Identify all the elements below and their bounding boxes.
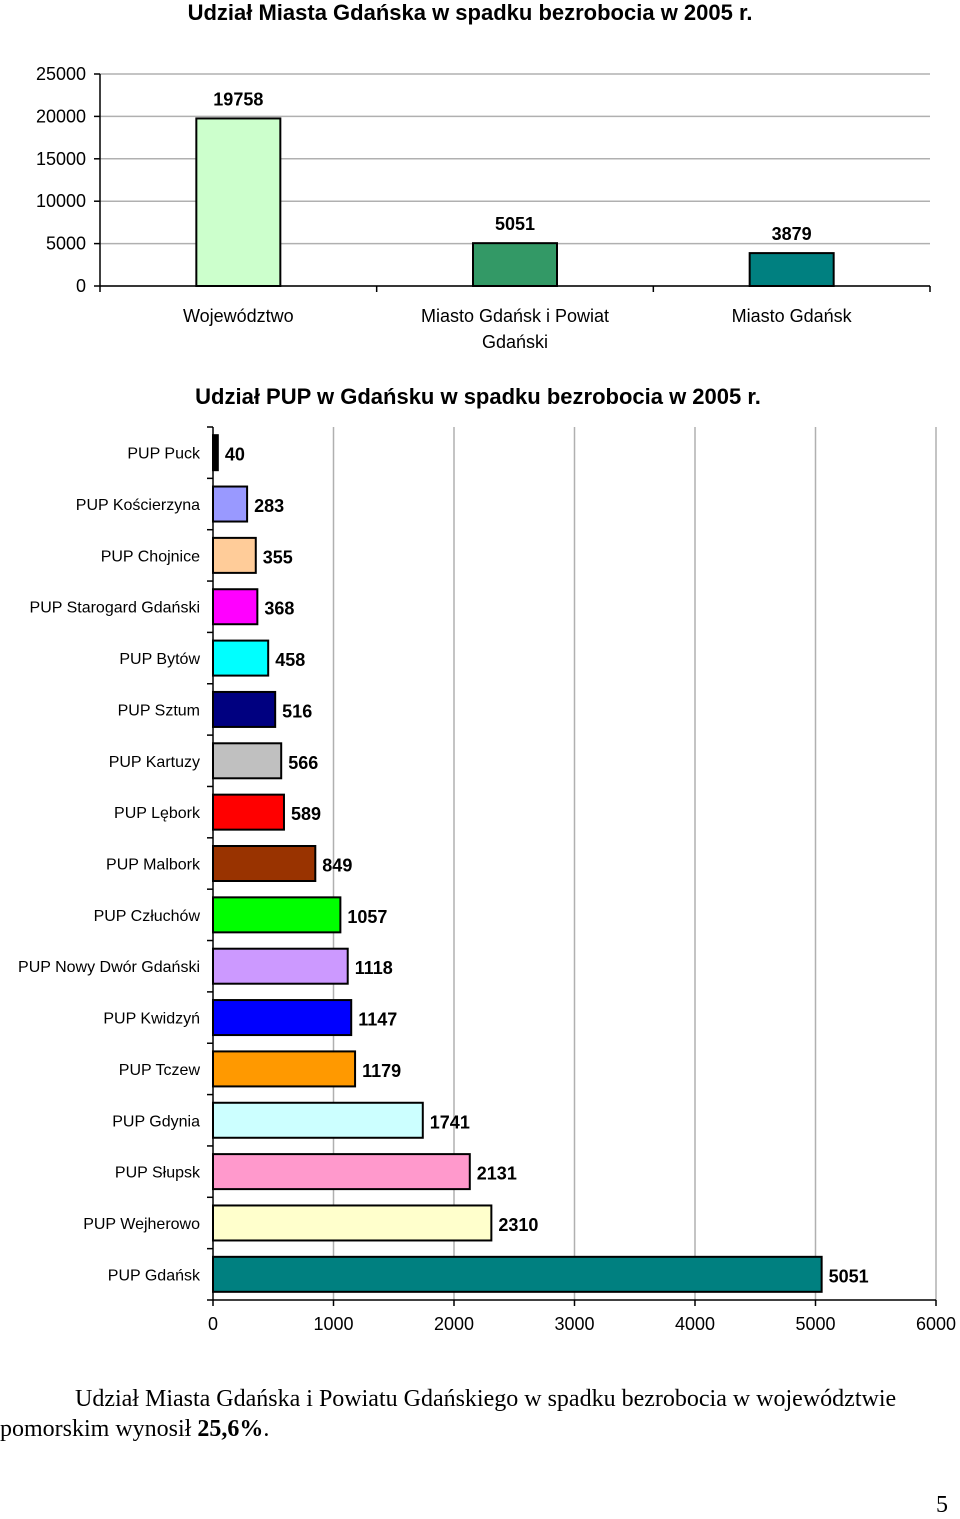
chart2-xtick-label-3: 3000: [554, 1314, 594, 1334]
chart2-category-label-3: PUP Starogard Gdański: [30, 600, 200, 617]
chart1-category-label-1-line-0: Miasto Gdańsk i Powiat: [421, 306, 609, 326]
chart2-bar-1: [212, 485, 249, 523]
unemployment-share-chart: Udział Miasta Gdańska w spadku bezroboci…: [36, 0, 931, 352]
chart2-category-label-6: PUP Kartuzy: [109, 754, 200, 771]
chart2-bar-11: [212, 999, 353, 1037]
chart1-ytick-label-5: 25000: [36, 64, 86, 84]
chart2-bar-15: [212, 1204, 493, 1242]
chart2-data-label-15: 2310: [498, 1215, 538, 1235]
chart2-bar-9: [212, 896, 342, 934]
chart2-bar-12: [212, 1050, 357, 1088]
chart1-category-label-0: Województwo: [183, 306, 294, 326]
summary-percent: 25,6%: [197, 1416, 264, 1442]
chart2-bar-2: [212, 536, 257, 574]
chart2-data-label-13: 1741: [430, 1112, 470, 1132]
chart2-category-label-15: PUP Wejherowo: [83, 1216, 200, 1233]
chart2-xtick-label-2: 2000: [434, 1314, 474, 1334]
chart2-category-label-14: PUP Słupsk: [115, 1165, 201, 1182]
chart2-data-label-12: 1179: [362, 1061, 401, 1081]
chart1-title: Udział Miasta Gdańska w spadku bezroboci…: [188, 0, 753, 25]
chart2-data-label-5: 516: [282, 701, 312, 721]
chart2-category-label-12: PUP Tczew: [119, 1062, 201, 1079]
chart2-bar-8: [212, 845, 317, 882]
chart1-bar-0: [195, 117, 282, 287]
chart2-bar-10: [212, 947, 349, 985]
chart2-xtick-label-6: 6000: [916, 1314, 956, 1334]
chart2-category-label-5: PUP Sztum: [118, 702, 200, 719]
chart2-data-label-16: 5051: [829, 1266, 869, 1286]
chart2-data-label-7: 589: [291, 804, 321, 824]
chart1-data-label-1: 5051: [495, 214, 535, 234]
chart2-category-label-7: PUP Lębork: [114, 805, 201, 822]
chart2-data-label-1: 283: [254, 496, 284, 516]
chart2-category-label-8: PUP Malbork: [106, 857, 201, 874]
chart2-category-label-4: PUP Bytów: [119, 651, 200, 668]
chart1-ytick-label-3: 15000: [36, 149, 86, 169]
chart2-data-label-8: 849: [322, 856, 352, 876]
summary-text: Udział Miasta Gdańska i Powiatu Gdańskie…: [0, 1386, 897, 1442]
chart1-bar-1: [472, 242, 558, 288]
chart2-bar-14: [212, 1153, 471, 1191]
chart1-data-label-2: 3879: [772, 224, 812, 244]
chart1-category-label-1-line-1: Gdański: [482, 332, 548, 352]
chart2-data-label-3: 368: [264, 599, 294, 619]
chart2-bar-13: [212, 1101, 424, 1139]
chart2-xtick-label-4: 4000: [675, 1314, 715, 1334]
chart2-bar-7: [212, 793, 285, 831]
chart2-data-label-0: 40: [225, 445, 245, 465]
chart2-xtick-label-0: 0: [208, 1314, 218, 1334]
chart1-ytick-label-0: 0: [76, 276, 86, 296]
chart2-category-label-0: PUP Puck: [127, 446, 201, 463]
chart1-ytick-label-4: 20000: [36, 106, 86, 126]
summary-paragraph: Udział Miasta Gdańska i Powiatu Gdańskie…: [0, 1384, 960, 1444]
chart1-bar-2: [748, 252, 835, 287]
chart1-category-label-2: Miasto Gdańsk: [732, 306, 853, 326]
chart2-category-label-16: PUP Gdańsk: [108, 1267, 201, 1284]
chart1-data-label-0: 19758: [213, 89, 263, 109]
chart2-category-label-11: PUP Kwidzyń: [103, 1011, 200, 1028]
chart2-category-label-10: PUP Nowy Dwór Gdański: [18, 959, 200, 976]
chart2-xtick-label-5: 5000: [795, 1314, 835, 1334]
chart2-bar-5: [212, 690, 277, 728]
chart2-bar-16: [212, 1255, 823, 1293]
chart2-data-label-10: 1118: [355, 958, 393, 978]
chart2-category-label-2: PUP Chojnice: [101, 548, 200, 565]
chart2-bar-4: [212, 639, 270, 677]
chart2-data-label-2: 355: [263, 547, 293, 567]
chart2-xtick-label-1: 1000: [313, 1314, 353, 1334]
chart1-ytick-label-1: 5000: [46, 234, 86, 254]
chart2-data-label-11: 1147: [358, 1010, 397, 1030]
pup-share-chart: Udział PUP w Gdańsku w spadku bezrobocia…: [18, 384, 956, 1334]
chart2-category-label-1: PUP Kościerzyna: [76, 497, 200, 514]
chart2-bar-6: [212, 742, 283, 780]
chart1-ytick-label-2: 10000: [36, 191, 86, 211]
page-number: 5: [936, 1492, 948, 1518]
chart2-category-label-13: PUP Gdynia: [112, 1113, 200, 1130]
chart2-title: Udział PUP w Gdańsku w spadku bezrobocia…: [195, 384, 761, 409]
summary-end: .: [263, 1416, 270, 1442]
chart2-bar-3: [212, 588, 259, 626]
chart2-data-label-6: 566: [288, 753, 318, 773]
chart2-data-label-4: 458: [275, 650, 305, 670]
chart2-data-label-14: 2131: [477, 1164, 517, 1184]
chart2-category-label-9: PUP Człuchów: [94, 908, 201, 925]
chart2-data-label-9: 1057: [347, 907, 387, 927]
chart2-bar-0: [212, 434, 219, 472]
